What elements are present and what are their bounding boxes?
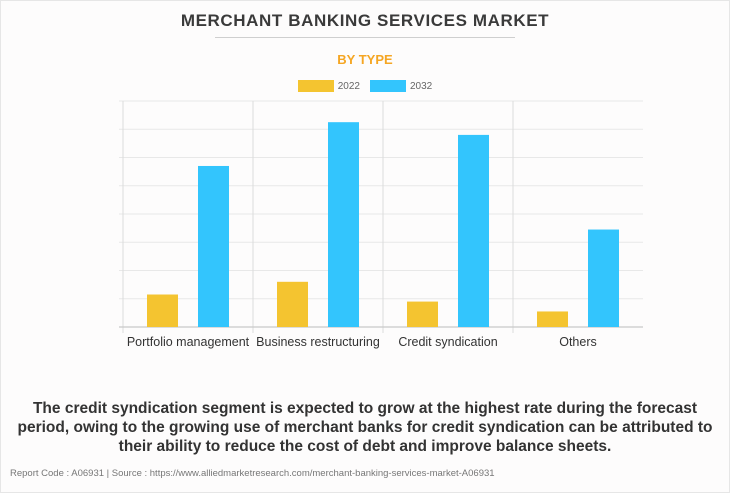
x-tick-label: Business restructuring bbox=[256, 335, 380, 349]
insight-text: The credit syndication segment is expect… bbox=[17, 400, 713, 455]
legend-item-2022[interactable]: 2022 bbox=[297, 80, 360, 92]
x-tick-label: Others bbox=[559, 335, 597, 349]
chart-title: MERCHANT BANKING SERVICES MARKET bbox=[180, 11, 550, 30]
legend: 2022 2032 bbox=[0, 80, 730, 92]
legend-item-2032[interactable]: 2032 bbox=[370, 80, 432, 92]
bar-2032 bbox=[328, 122, 359, 327]
x-tick-label: Portfolio management bbox=[127, 335, 250, 349]
legend-swatch-2032 bbox=[370, 80, 406, 92]
bar-2022 bbox=[147, 294, 178, 327]
chart-subtitle: BY TYPE bbox=[337, 52, 393, 67]
bar-2022 bbox=[537, 311, 568, 327]
title-divider bbox=[215, 37, 515, 38]
bar-2032 bbox=[458, 134, 489, 327]
source-footer: Report Code : A06931 | Source : https://… bbox=[10, 468, 495, 479]
bar-2022 bbox=[277, 281, 308, 327]
bar-2032 bbox=[588, 229, 619, 327]
bar-2022 bbox=[407, 301, 438, 327]
legend-swatch-2022 bbox=[297, 80, 334, 92]
x-tick-label: Credit syndication bbox=[398, 335, 497, 349]
bar-chart: Portfolio management Business restructuri… bbox=[119, 100, 643, 349]
legend-label-2022: 2022 bbox=[337, 80, 360, 92]
legend-label-2032: 2032 bbox=[410, 80, 433, 92]
bar-2032 bbox=[198, 165, 229, 327]
